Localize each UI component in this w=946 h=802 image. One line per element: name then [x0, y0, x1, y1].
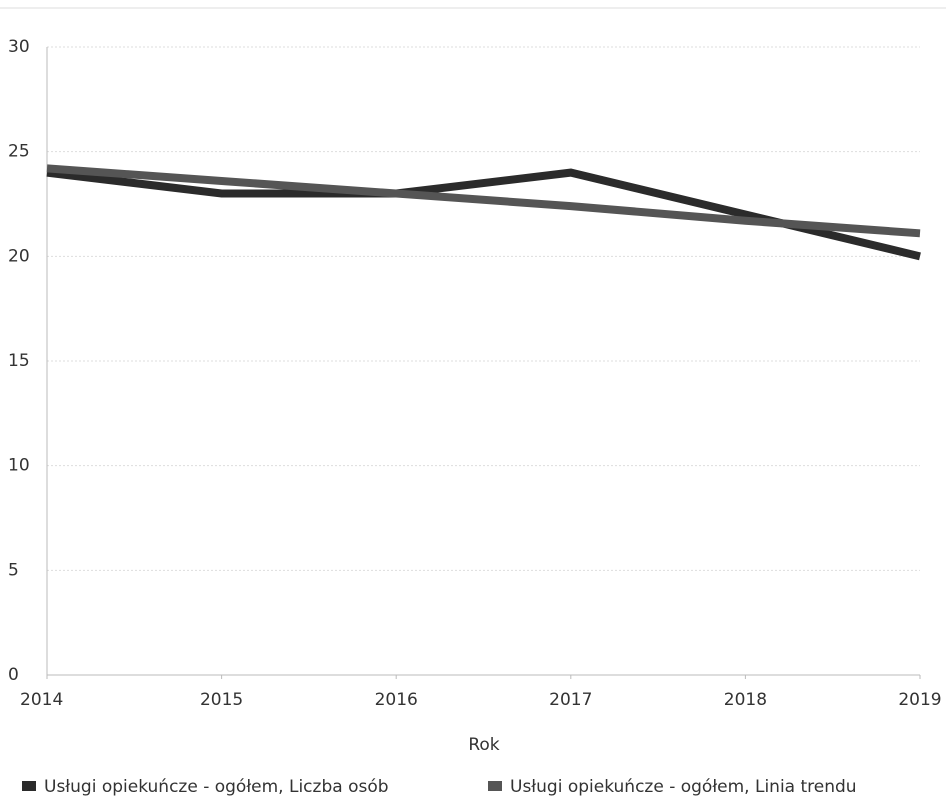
y-tick-label: 0 [8, 665, 19, 685]
y-tick-label: 30 [8, 37, 30, 57]
x-tick-label: 2019 [898, 690, 941, 710]
legend-label: Usługi opiekuńcze - ogółem, Linia trendu [510, 777, 857, 797]
x-tick-label: 2016 [375, 690, 418, 710]
y-tick-label: 5 [8, 560, 19, 580]
legend-swatch [22, 781, 36, 791]
legend-swatch [488, 781, 502, 791]
x-tick-label: 2018 [724, 690, 767, 710]
legend-label: Usługi opiekuńcze - ogółem, Liczba osób [44, 777, 389, 797]
series-line [46, 168, 921, 261]
x-tick-label: 2014 [20, 690, 63, 710]
y-tick-label: 25 [8, 142, 30, 162]
x-tick-label: 2015 [200, 690, 243, 710]
x-tick-label: 2017 [549, 690, 592, 710]
series-line [46, 164, 921, 238]
y-tick-label: 20 [8, 246, 30, 266]
x-axis-label: Rok [468, 735, 499, 755]
y-tick-label: 10 [8, 456, 30, 476]
y-tick-label: 15 [8, 351, 30, 371]
